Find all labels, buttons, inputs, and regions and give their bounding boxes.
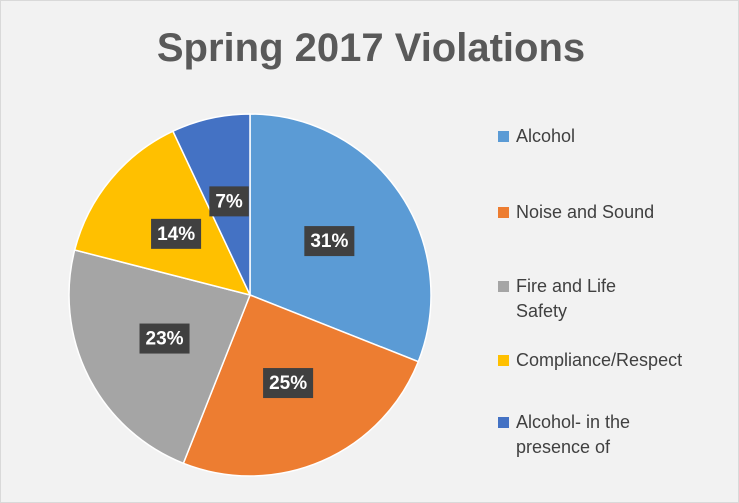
data-label-box <box>151 218 202 249</box>
legend-swatch <box>498 207 509 218</box>
legend-item: Alcohol- in the presence of <box>498 410 733 460</box>
chart-title: Spring 2017 Violations <box>157 26 585 70</box>
legend-item: Compliance/Respect <box>498 348 733 373</box>
data-label-text: 23% <box>146 329 184 350</box>
legend-item: Noise and Sound <box>498 200 733 225</box>
data-label <box>209 186 249 217</box>
data-label-text: 31% <box>310 231 348 252</box>
legend-item: Alcohol <box>498 124 733 149</box>
legend-swatch <box>498 417 509 428</box>
data-label <box>151 218 202 249</box>
legend-label: Alcohol <box>516 126 576 146</box>
legend-swatch <box>498 131 509 142</box>
legend-swatch <box>498 281 509 292</box>
legend-label: Alcohol- in the presence of <box>516 412 631 457</box>
data-label-box <box>139 323 190 354</box>
data-label <box>304 226 355 257</box>
pie-slice <box>73 130 252 297</box>
data-label-text: 25% <box>269 373 307 394</box>
legend-label: Noise and Sound <box>516 202 655 222</box>
legend-label: Compliance/Respect <box>516 350 683 370</box>
data-label <box>263 368 314 399</box>
data-label-box <box>304 226 355 257</box>
pie-slice <box>68 249 252 465</box>
legend-item: Fire and Life Safety <box>498 274 733 324</box>
legend-label: Fire and Life Safety <box>516 276 617 321</box>
data-label <box>139 323 190 354</box>
data-label-text: 14% <box>157 224 195 245</box>
data-label-box <box>263 368 314 399</box>
legend-swatch <box>498 355 509 366</box>
data-label-box <box>209 186 249 217</box>
data-label-text: 7% <box>215 191 243 212</box>
